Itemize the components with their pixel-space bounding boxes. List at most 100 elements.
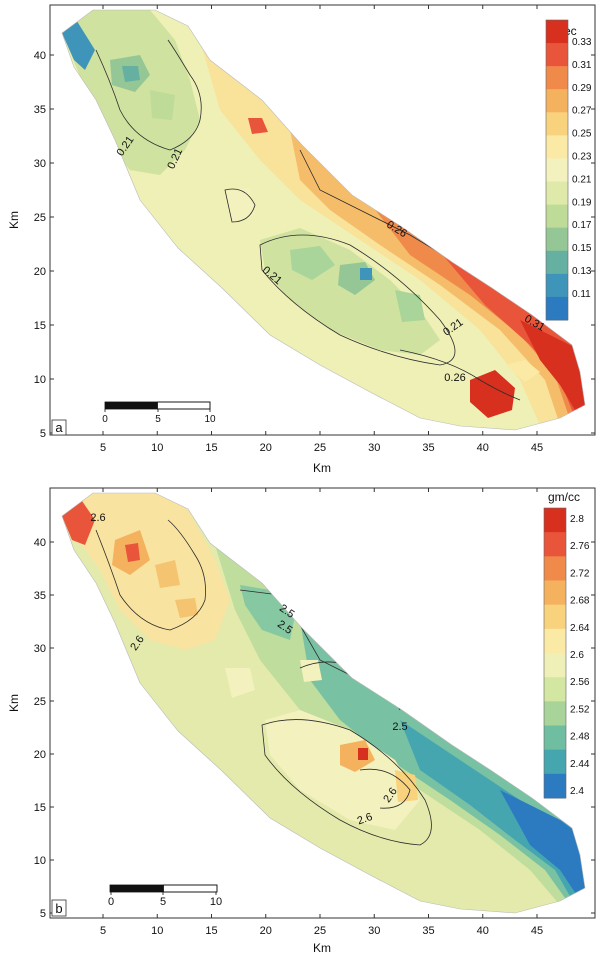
panel-a-colorbar-labels: 0.33 0.31 0.29 0.27 0.25 0.23 0.21 0.19 0.17 0.15… — [572, 37, 592, 300]
colorbar-swatch — [544, 701, 566, 726]
colorbar-label: 0.13 — [572, 266, 592, 277]
y-tick-label: 25 — [34, 696, 46, 708]
colorbar-swatch — [544, 604, 566, 630]
panel-b-y-axis: 5 10 15 20 25 30 35 40 — [34, 537, 595, 920]
contour-label: 0.26 — [444, 372, 465, 384]
x-tick-label: 15 — [205, 442, 217, 454]
x-tick-label: 30 — [368, 925, 380, 937]
colorbar-label: 0.19 — [572, 197, 592, 208]
y-tick-label: 30 — [34, 158, 46, 170]
y-tick-label: 15 — [34, 802, 46, 814]
y-tick-label: 25 — [34, 212, 46, 224]
contour-band-central-b — [265, 710, 420, 830]
y-tick-label: 20 — [34, 266, 46, 278]
anomaly-central-1 — [290, 246, 335, 280]
panel-b-contour-fills — [62, 493, 585, 913]
colorbar-label: 2.64 — [570, 623, 590, 634]
colorbar-swatch — [544, 653, 566, 678]
colorbar-label: 2.52 — [570, 704, 590, 715]
anomaly-cool-2 — [150, 90, 175, 120]
colorbar-label: 0.27 — [572, 106, 592, 117]
colorbar-swatch — [546, 158, 568, 183]
anomaly-high-small — [248, 118, 268, 134]
scale-bar-label: 10 — [204, 414, 216, 425]
colorbar-label: 0.31 — [572, 60, 592, 71]
panel-b-x-label: Km — [313, 941, 331, 955]
panel-b-colorbar-labels: 2.8 2.76 2.72 2.68 2.64 2.6 2.56 2.52 2.48 2.44 2.… — [570, 514, 590, 797]
colorbar-swatch — [546, 43, 568, 67]
colorbar-frame — [545, 19, 569, 321]
contour-label: 2.5 — [392, 721, 407, 733]
anomaly-high-se — [470, 370, 515, 418]
colorbar-label: 2.76 — [570, 541, 590, 552]
colorbar-label: 0.29 — [572, 83, 592, 94]
anomaly-central-high-core — [358, 748, 368, 760]
contour-line-5 — [224, 188, 256, 223]
panel-a-x-axis: 5 10 15 20 25 30 35 40 45 — [100, 5, 543, 454]
x-tick-label: 20 — [260, 442, 272, 454]
colorbar-label: 0.17 — [572, 220, 592, 231]
contour-label: 2.6 — [356, 811, 374, 828]
y-tick-label: 35 — [34, 590, 46, 602]
colorbar-label: 2.68 — [570, 596, 590, 607]
anomaly-low-nw-edge — [62, 18, 95, 70]
colorbar-label: 0.33 — [572, 37, 592, 48]
colorbar-swatch — [546, 227, 568, 252]
x-tick-label: 30 — [368, 442, 380, 454]
x-tick-label: 40 — [477, 925, 489, 937]
y-tick-label: 10 — [34, 855, 46, 867]
panel-a-letter-box — [51, 419, 67, 436]
scale-bar-frame — [104, 401, 211, 410]
scale-bar-label: 0 — [108, 896, 114, 908]
x-tick-label: 45 — [531, 925, 543, 937]
contour-line-b-1 — [95, 519, 206, 631]
colorbar-label: 0.21 — [572, 174, 592, 185]
panel-b-scale-bar: 0 5 10 — [108, 884, 222, 908]
panel-b: 2.62.52.52.62.52.62.6 5 10 15 20 25 30 35 40 45 … — [7, 487, 596, 955]
x-tick-label: 25 — [314, 925, 326, 937]
panel-a: 0.210.210.260.210.21 0.310.26 5 10 15 20 25 30… — [7, 4, 596, 475]
scale-bar-white — [163, 884, 218, 893]
scale-bar-white — [157, 401, 211, 410]
colorbar-swatch — [544, 580, 566, 606]
panel-b-map — [61, 492, 586, 914]
colorbar-swatch — [546, 89, 568, 113]
colorbar-label: 2.72 — [570, 568, 590, 579]
colorbar-swatch — [546, 20, 568, 44]
scale-bar-black — [105, 402, 158, 409]
contour-line-b-2 — [261, 719, 432, 846]
colorbar-label: 2.44 — [570, 759, 590, 770]
y-tick-label: 30 — [34, 643, 46, 655]
y-tick-label: 40 — [34, 50, 46, 62]
anomaly-cool-1-core — [122, 66, 140, 82]
contour-label: 2.6 — [90, 512, 105, 524]
colorbar-swatch — [544, 677, 566, 702]
anomaly-low-se — [505, 360, 540, 382]
panel-b-x-axis: 5 10 15 20 25 30 35 40 45 — [100, 488, 543, 937]
panel-b-colorbar: gm/cc 2.8 2.76 2.72 2.68 2.64 2.6 2.56 2.52 2.48… — [543, 490, 590, 799]
colorbar-swatch — [546, 135, 568, 159]
anomaly-central-core — [360, 268, 372, 280]
x-tick-label: 20 — [260, 925, 272, 937]
panel-b-colorbar-title: gm/cc — [548, 490, 580, 504]
colorbar-swatch — [546, 112, 568, 136]
y-tick-label: 5 — [40, 908, 46, 920]
y-tick-label: 10 — [34, 374, 46, 386]
x-tick-label: 15 — [205, 925, 217, 937]
scale-bar-frame — [109, 884, 218, 893]
contour-line-1 — [95, 39, 202, 151]
scale-bar-label: 5 — [160, 896, 166, 908]
colorbar-swatch — [546, 273, 568, 298]
colorbar-swatch — [544, 532, 566, 557]
x-tick-label: 40 — [477, 442, 489, 454]
colorbar-swatch — [544, 725, 566, 751]
colorbar-swatch — [546, 250, 568, 275]
anomaly-high-3 — [175, 598, 198, 618]
anomaly-high-2 — [155, 560, 180, 588]
y-tick-label: 20 — [34, 749, 46, 761]
scale-bar-label: 5 — [155, 414, 161, 425]
colorbar-label: 0.25 — [572, 129, 592, 140]
colorbar-swatch — [546, 296, 568, 321]
contour-band-0-29 — [360, 190, 585, 430]
